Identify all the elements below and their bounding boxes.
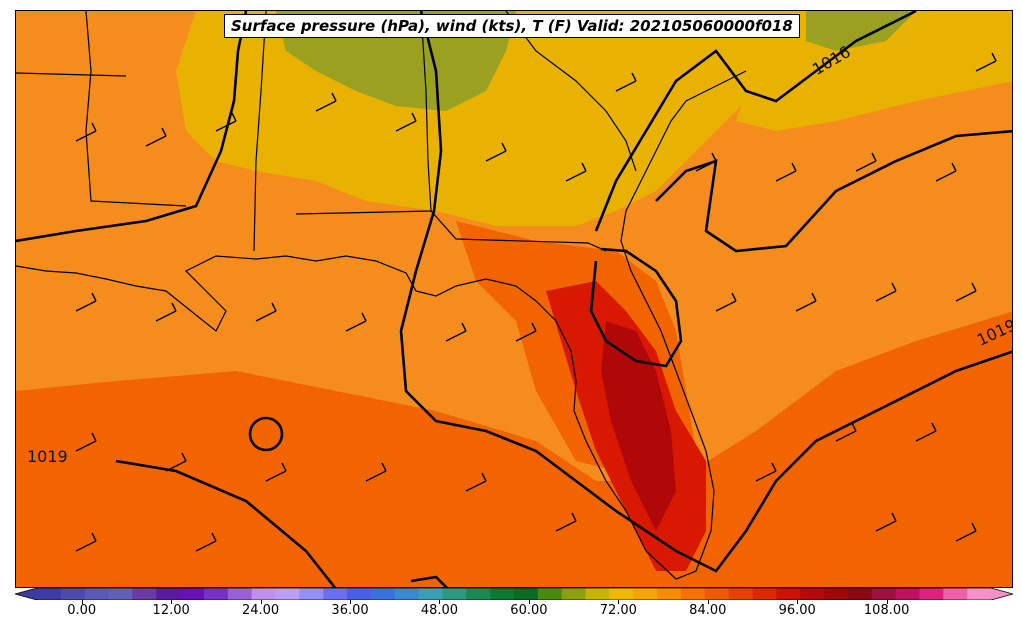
colorbar-swatch: [490, 588, 515, 600]
state-line-4: [430, 210, 607, 252]
state-line-5: [16, 72, 127, 77]
colorbar-swatch: [585, 588, 610, 600]
colorbar-tick-label: 108.00: [863, 603, 910, 618]
colorbar-tick-mark: [528, 600, 530, 604]
colorbar: [15, 588, 1013, 600]
isobar-5: [655, 129, 1012, 253]
map-svg: [16, 11, 1012, 587]
colorbar-tick-mark: [260, 600, 262, 604]
colorbar-tick-mark: [171, 600, 173, 604]
isobar-6: [589, 247, 683, 368]
colorbar-swatch: [728, 588, 754, 600]
colorbar-swatch: [824, 588, 849, 600]
colorbar-swatch: [871, 588, 897, 600]
colorbar-swatch: [60, 588, 86, 600]
colorbar-tick-mark: [350, 600, 352, 604]
colorbar-swatch: [275, 588, 300, 600]
colorbar-swatch: [394, 588, 420, 600]
colorbar-swatch: [776, 588, 801, 600]
colorbar-swatch: [37, 588, 62, 600]
colorbar-swatch: [943, 588, 968, 600]
colorbar-swatch: [132, 588, 157, 600]
colorbar-swatch: [418, 588, 444, 600]
colorbar-swatch: [442, 588, 467, 600]
colorbar-swatch: [609, 588, 634, 600]
colorbar-swatch: [752, 588, 777, 600]
colorbar-swatch: [299, 588, 324, 600]
colorbar-swatch: [84, 588, 110, 600]
colorbar-tick-label: 36.00: [331, 603, 369, 618]
colorbar-tick-label: 0.00: [67, 603, 97, 618]
colorbar-tick-mark: [707, 600, 709, 604]
colorbar-swatch: [323, 588, 348, 600]
colorbar-tick-mark: [797, 600, 799, 604]
colorbar-swatch: [967, 588, 992, 600]
isobar-1: [16, 11, 248, 243]
colorbar-swatch: [704, 588, 730, 600]
wind-barbs: [75, 52, 997, 552]
state-line-2: [253, 11, 267, 252]
colorbar-swatch: [347, 588, 372, 600]
colorbar-tick-mark: [886, 600, 888, 604]
colorbar-tick-label: 48.00: [420, 603, 459, 618]
colorbar-tick-label: 84.00: [689, 603, 727, 618]
colorbar-tick-mark: [81, 600, 83, 604]
boundaries: [16, 11, 747, 580]
colorbar-swatch: [180, 588, 205, 600]
isobar-7: [410, 575, 448, 587]
temp-field-coldest-ne: [806, 11, 916, 51]
colorbar-swatch: [514, 588, 539, 600]
colorbar-swatch: [466, 588, 491, 600]
colorbar-extend-low: [15, 588, 37, 600]
isobars: [16, 11, 1012, 587]
colorbar-swatch: [537, 588, 563, 600]
colorbar-ticks: 0.00 12.00 24.00 36.00 48.00 60.00 72.00 84.00 9…: [0, 600, 1022, 629]
colorbar-swatch: [156, 588, 181, 600]
colorbar-tick-label: 60.00: [510, 603, 548, 618]
coastline-gulf: [16, 70, 747, 580]
colorbar-swatch: [203, 588, 229, 600]
state-line-6: [505, 11, 637, 172]
isobar-4: [594, 11, 917, 232]
colorbar-tick-mark: [439, 600, 441, 604]
colorbar-tick-mark: [618, 600, 620, 604]
colorbar-tick-label: 96.00: [778, 603, 816, 618]
colorbar-tick-label: 72.00: [599, 603, 637, 618]
colorbar-swatch: [251, 588, 277, 600]
isobar-label-1019-west: 1019: [27, 447, 68, 466]
colorbar-extend-high: [991, 588, 1013, 600]
map-panel: Surface pressure (hPa), wind (kts), T (F…: [15, 10, 1013, 588]
colorbar-swatch: [561, 588, 587, 600]
colorbar-swatch: [633, 588, 658, 600]
colorbar-swatch: [800, 588, 825, 600]
colorbar-tick-label: 12.00: [152, 603, 190, 618]
colorbar-swatch: [108, 588, 133, 600]
colorbar-tick-label: 24.00: [241, 603, 280, 618]
state-line-1: [85, 11, 187, 207]
colorbar-swatch: [847, 588, 873, 600]
isobar-3: [115, 459, 337, 587]
colorbar-swatch: [227, 588, 253, 600]
isobar-2: [399, 11, 1012, 573]
isobar-low-ring: [248, 416, 284, 452]
temp-field-hottest-florida: [601, 321, 676, 531]
colorbar-swatch: [680, 588, 706, 600]
colorbar-swatch: [657, 588, 682, 600]
colorbar-swatch: [370, 588, 396, 600]
state-line-3: [295, 11, 432, 215]
colorbar-swatch: [919, 588, 944, 600]
temp-field-cool-northeast: [736, 11, 1012, 131]
colorbar-swatch: [895, 588, 921, 600]
map-title: Surface pressure (hPa), wind (kts), T (F…: [224, 14, 800, 38]
